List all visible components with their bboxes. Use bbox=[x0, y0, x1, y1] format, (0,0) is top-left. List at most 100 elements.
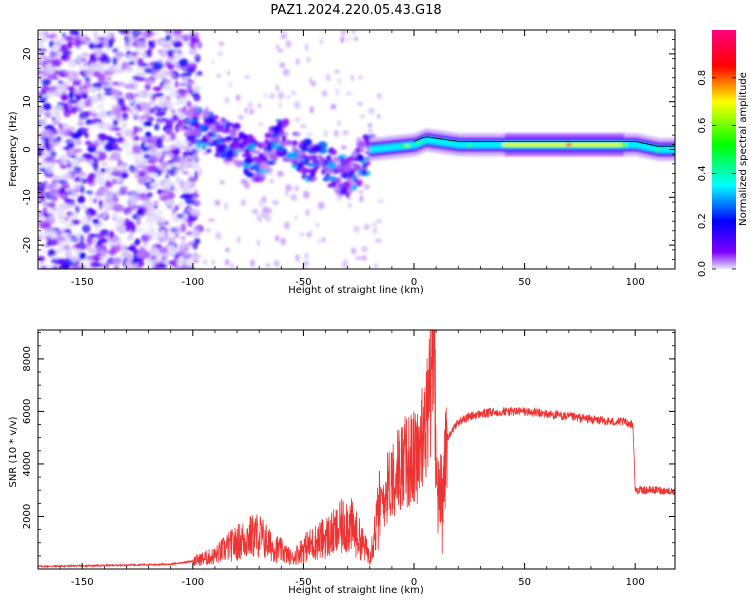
spectrogram-cell bbox=[353, 36, 359, 41]
spectrogram-cell bbox=[38, 131, 46, 140]
spectrogram-cell bbox=[92, 118, 98, 124]
x-tick-label: 100 bbox=[626, 577, 645, 588]
spectrogram-cell bbox=[170, 87, 178, 94]
spectrogram-cell bbox=[119, 185, 128, 195]
colorbar-label: Normalized spectral amplitude bbox=[738, 72, 749, 226]
spectrogram-cell bbox=[246, 171, 255, 178]
spectrogram-cell bbox=[275, 45, 280, 49]
spectrogram-cell bbox=[89, 53, 97, 62]
spectrogram-cell bbox=[484, 141, 488, 149]
spectrogram-cell bbox=[179, 242, 186, 249]
spectrogram-cell bbox=[79, 111, 90, 120]
spectrogram-cell bbox=[42, 206, 48, 215]
spectrogram-cell bbox=[93, 43, 104, 49]
spectrogram-cell bbox=[163, 145, 170, 152]
spectrogram-cell bbox=[630, 141, 634, 149]
spectrogram-cell bbox=[177, 201, 185, 208]
spectrogram-cell bbox=[126, 128, 135, 134]
spectrogram-cell bbox=[156, 188, 163, 195]
spectrogram-cell bbox=[151, 251, 160, 256]
spectrogram-cell bbox=[121, 139, 130, 149]
spectrogram-cell bbox=[79, 34, 88, 39]
y-tick-label: 2000 bbox=[22, 504, 33, 529]
spectrogram-cell bbox=[228, 81, 233, 88]
spectrogram-cell bbox=[275, 125, 281, 130]
spectrogram-cell bbox=[181, 34, 191, 41]
snr-ylabel: SNR (10 * v/v) bbox=[8, 416, 19, 487]
x-tick-label: -150 bbox=[71, 577, 94, 588]
spectrogram-cell bbox=[265, 263, 271, 268]
spectrogram-cell bbox=[480, 141, 484, 149]
spectrogram-cell bbox=[128, 93, 140, 98]
x-tick-label: -100 bbox=[181, 577, 204, 588]
spectrogram-cell bbox=[404, 143, 411, 147]
spectrogram-cell bbox=[522, 143, 526, 147]
spectrogram-ridge bbox=[183, 107, 675, 198]
spectrogram-cell bbox=[376, 145, 380, 153]
spectrogram-cell bbox=[68, 211, 79, 221]
spectrogram-cell bbox=[153, 205, 158, 209]
spectrogram-cell bbox=[159, 38, 166, 45]
spectrogram-cell bbox=[208, 137, 213, 144]
spectrogram-cell bbox=[38, 30, 47, 37]
spectrogram-cell bbox=[73, 166, 80, 170]
spectrogram-cell bbox=[334, 164, 344, 170]
spectrogram-cell bbox=[185, 87, 194, 94]
spectrogram-cell bbox=[38, 42, 44, 47]
spectrogram-cell bbox=[117, 30, 129, 34]
x-tick-label: -50 bbox=[295, 277, 311, 288]
spectrogram-cell bbox=[489, 141, 493, 149]
spectrogram-cell bbox=[176, 213, 184, 219]
spectrogram-cell bbox=[99, 122, 111, 126]
spectrogram-cell bbox=[139, 31, 151, 36]
spectrogram-cell bbox=[47, 85, 58, 93]
spectrogram-cell bbox=[192, 153, 198, 162]
spectrogram-cell bbox=[270, 136, 280, 143]
spectrogram-cell bbox=[385, 144, 389, 152]
spectrogram-cell bbox=[45, 165, 53, 175]
spectrogram-cell bbox=[529, 143, 532, 147]
spectrogram-cell bbox=[343, 129, 347, 137]
spectrogram-cell bbox=[431, 137, 435, 145]
spectrogram-cell bbox=[335, 88, 340, 96]
spectrogram-cell bbox=[661, 146, 665, 153]
y-tick-label: 4000 bbox=[22, 451, 33, 476]
spectrogram-cell bbox=[211, 60, 215, 64]
spectrogram-cell bbox=[179, 195, 188, 199]
spectrogram-cell bbox=[143, 66, 152, 74]
spectrogram-cell bbox=[42, 128, 53, 138]
spectrogram-cell bbox=[182, 152, 189, 159]
spectrogram-cell bbox=[169, 92, 181, 99]
spectrogram-cell bbox=[68, 71, 74, 77]
spectrogram-cell bbox=[102, 211, 109, 217]
spectrogram-cell bbox=[353, 225, 360, 234]
spectrogram-cell bbox=[90, 94, 99, 104]
spectrogram-cell bbox=[49, 151, 57, 158]
spectrogram-cell bbox=[60, 93, 69, 101]
spectrogram-cell bbox=[120, 125, 126, 135]
spectrogram-cell bbox=[362, 134, 370, 140]
snr-ticks: -150 -100 -50 0 50 100 2000 4000 6000 8000 bbox=[22, 330, 675, 588]
x-tick-label: 0 bbox=[411, 577, 417, 588]
spectrogram-cell bbox=[43, 115, 48, 123]
spectrogram-cell bbox=[101, 125, 109, 132]
spectrogram-cell bbox=[336, 120, 342, 127]
spectrogram-cell bbox=[422, 137, 426, 145]
spectrogram-cell bbox=[190, 209, 201, 217]
spectrogram-cell bbox=[170, 131, 176, 141]
spectrogram-cell bbox=[59, 155, 67, 165]
spectrogram-cell bbox=[359, 140, 366, 149]
spectrogram-cell bbox=[372, 226, 378, 235]
spectrogram-cell bbox=[308, 163, 317, 167]
spectrogram-cell bbox=[194, 170, 199, 179]
spectrogram-cell bbox=[113, 257, 122, 265]
spectrogram-cell bbox=[171, 154, 180, 163]
spectrogram-cell bbox=[371, 222, 378, 227]
spectrogram-noise bbox=[38, 30, 384, 269]
spectrogram-cell bbox=[235, 94, 241, 102]
spectrogram-cell bbox=[178, 73, 185, 78]
spectrogram-cell bbox=[50, 258, 61, 264]
spectrogram-cell bbox=[109, 215, 118, 219]
spectrogram-cell bbox=[75, 31, 81, 37]
